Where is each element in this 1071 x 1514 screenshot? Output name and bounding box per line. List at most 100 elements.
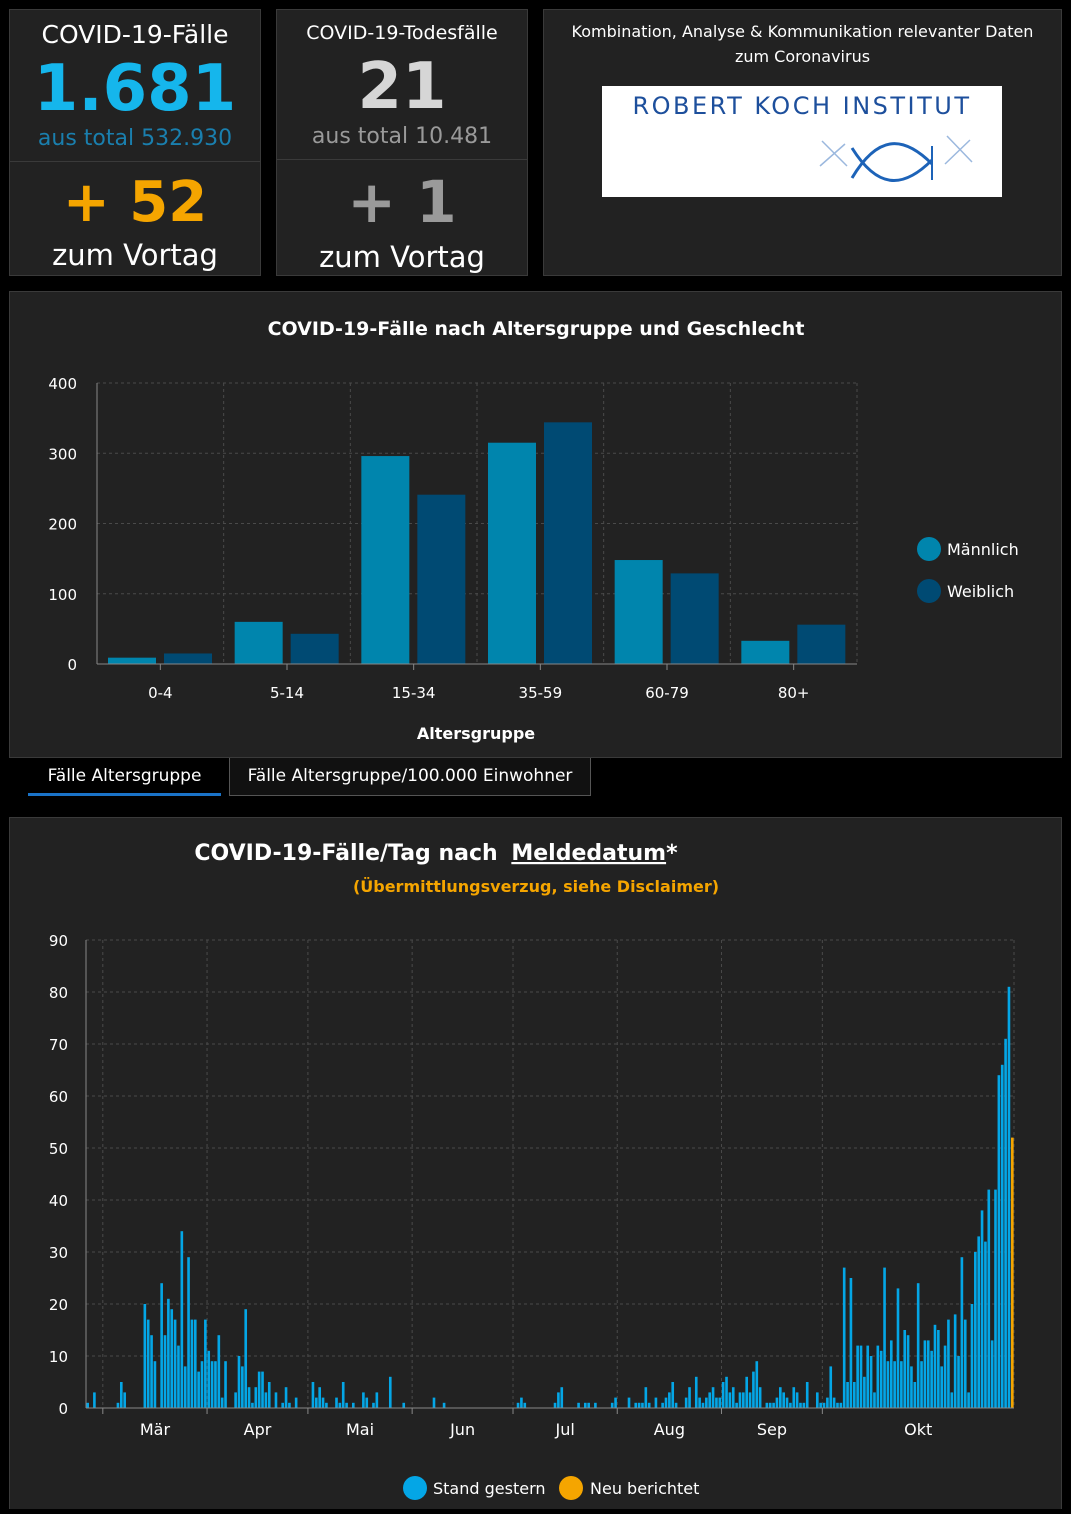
daily-bar[interactable] — [943, 1345, 947, 1408]
daily-bar[interactable] — [318, 1387, 321, 1408]
daily-bar[interactable] — [768, 1402, 772, 1408]
daily-bar[interactable] — [1007, 986, 1011, 1408]
daily-bar[interactable] — [849, 1278, 853, 1408]
daily-bar[interactable] — [577, 1402, 580, 1408]
daily-bar[interactable] — [365, 1397, 369, 1408]
daily-bar[interactable] — [217, 1335, 221, 1408]
daily-bar[interactable] — [708, 1392, 712, 1408]
daily-bar[interactable] — [190, 1319, 194, 1408]
daily-bar[interactable] — [294, 1397, 298, 1408]
daily-bar[interactable] — [990, 1340, 994, 1408]
daily-bar[interactable] — [937, 1330, 940, 1408]
daily-bar[interactable] — [210, 1361, 214, 1408]
age-bar-male-60-79[interactable] — [614, 560, 663, 664]
daily-bar[interactable] — [375, 1392, 379, 1408]
daily-bar[interactable] — [752, 1371, 755, 1408]
daily-bar[interactable] — [257, 1371, 261, 1408]
daily-bar[interactable] — [832, 1397, 836, 1408]
daily-legend-label[interactable]: Stand gestern — [433, 1479, 546, 1498]
daily-bar[interactable] — [637, 1402, 641, 1408]
daily-bar[interactable] — [251, 1402, 254, 1408]
age-bar-female-35-59[interactable] — [544, 422, 592, 664]
daily-bar[interactable] — [997, 1075, 1001, 1408]
daily-bar[interactable] — [180, 1231, 184, 1408]
daily-bar[interactable] — [614, 1397, 617, 1408]
daily-bar[interactable] — [261, 1371, 264, 1408]
daily-bar[interactable] — [224, 1361, 227, 1408]
daily-bar[interactable] — [557, 1392, 560, 1408]
daily-bar[interactable] — [432, 1397, 436, 1408]
daily-bar[interactable] — [664, 1397, 668, 1408]
daily-bar[interactable] — [947, 1319, 950, 1408]
daily-bar[interactable] — [143, 1304, 147, 1408]
daily-bar[interactable] — [987, 1189, 991, 1408]
daily-bar[interactable] — [859, 1345, 863, 1408]
daily-bar[interactable] — [779, 1387, 782, 1408]
daily-bar[interactable] — [839, 1402, 843, 1408]
daily-bar[interactable] — [879, 1350, 883, 1408]
daily-bar[interactable] — [819, 1402, 822, 1408]
daily-bar[interactable] — [926, 1340, 930, 1408]
daily-bar[interactable] — [244, 1309, 248, 1408]
daily-bar[interactable] — [933, 1324, 937, 1408]
daily-bar[interactable] — [856, 1345, 859, 1408]
daily-bar[interactable] — [876, 1345, 880, 1408]
daily-bar[interactable] — [153, 1361, 157, 1408]
daily-bar[interactable] — [338, 1402, 342, 1408]
daily-bar[interactable] — [594, 1402, 597, 1408]
daily-bar[interactable] — [163, 1335, 167, 1408]
daily-bar[interactable] — [661, 1402, 664, 1408]
daily-bar[interactable] — [735, 1402, 738, 1408]
daily-bar[interactable] — [520, 1397, 523, 1408]
daily-bar[interactable] — [237, 1356, 241, 1408]
daily-bar[interactable] — [688, 1387, 691, 1408]
age-bar-female-15-34[interactable] — [417, 494, 466, 664]
daily-bar[interactable] — [187, 1257, 190, 1408]
daily-bar[interactable] — [193, 1319, 197, 1408]
daily-bar[interactable] — [160, 1283, 163, 1408]
daily-bar[interactable] — [1000, 1064, 1004, 1408]
daily-bar[interactable] — [671, 1382, 675, 1408]
daily-bar[interactable] — [829, 1366, 833, 1408]
age-bar-female-5-14[interactable] — [290, 633, 339, 664]
daily-bar[interactable] — [836, 1402, 839, 1408]
daily-bar[interactable] — [903, 1330, 907, 1408]
daily-bar[interactable] — [641, 1402, 644, 1408]
daily-bar[interactable] — [119, 1382, 123, 1408]
daily-bar[interactable] — [264, 1392, 268, 1408]
daily-bar[interactable] — [792, 1387, 796, 1408]
age-bar-female-60-79[interactable] — [670, 573, 719, 664]
age-bar-male-0-4[interactable] — [108, 657, 156, 664]
daily-bar[interactable] — [980, 1210, 984, 1408]
age-bar-male-15-34[interactable] — [361, 456, 410, 664]
daily-bar[interactable] — [694, 1376, 698, 1408]
daily-bar[interactable] — [889, 1340, 893, 1408]
daily-bar[interactable] — [698, 1397, 701, 1408]
daily-bar[interactable] — [167, 1298, 170, 1408]
daily-bar[interactable] — [789, 1402, 792, 1408]
daily-bar[interactable] — [610, 1402, 614, 1408]
daily-bar[interactable] — [247, 1387, 251, 1408]
daily-bar[interactable] — [701, 1402, 705, 1408]
daily-bar[interactable] — [863, 1376, 866, 1408]
daily-bar[interactable] — [177, 1345, 180, 1408]
daily-bar[interactable] — [668, 1392, 671, 1408]
daily-bar[interactable] — [728, 1392, 732, 1408]
daily-bar[interactable] — [241, 1366, 244, 1408]
daily-bar[interactable] — [321, 1397, 325, 1408]
daily-bar[interactable] — [183, 1366, 187, 1408]
daily-bar[interactable] — [711, 1387, 715, 1408]
daily-bar[interactable] — [274, 1392, 278, 1408]
daily-bar[interactable] — [583, 1402, 587, 1408]
daily-bar[interactable] — [1004, 1038, 1007, 1408]
daily-bar[interactable] — [372, 1402, 375, 1408]
daily-bar[interactable] — [742, 1392, 745, 1408]
daily-legend-label[interactable]: Neu berichtet — [590, 1479, 699, 1498]
daily-bar[interactable] — [738, 1392, 742, 1408]
daily-bar[interactable] — [802, 1402, 806, 1408]
age-bar-female-80+[interactable] — [797, 624, 846, 664]
daily-bar[interactable] — [970, 1304, 974, 1408]
daily-bar[interactable] — [560, 1387, 564, 1408]
daily-bar[interactable] — [123, 1392, 126, 1408]
daily-bar[interactable] — [288, 1402, 291, 1408]
